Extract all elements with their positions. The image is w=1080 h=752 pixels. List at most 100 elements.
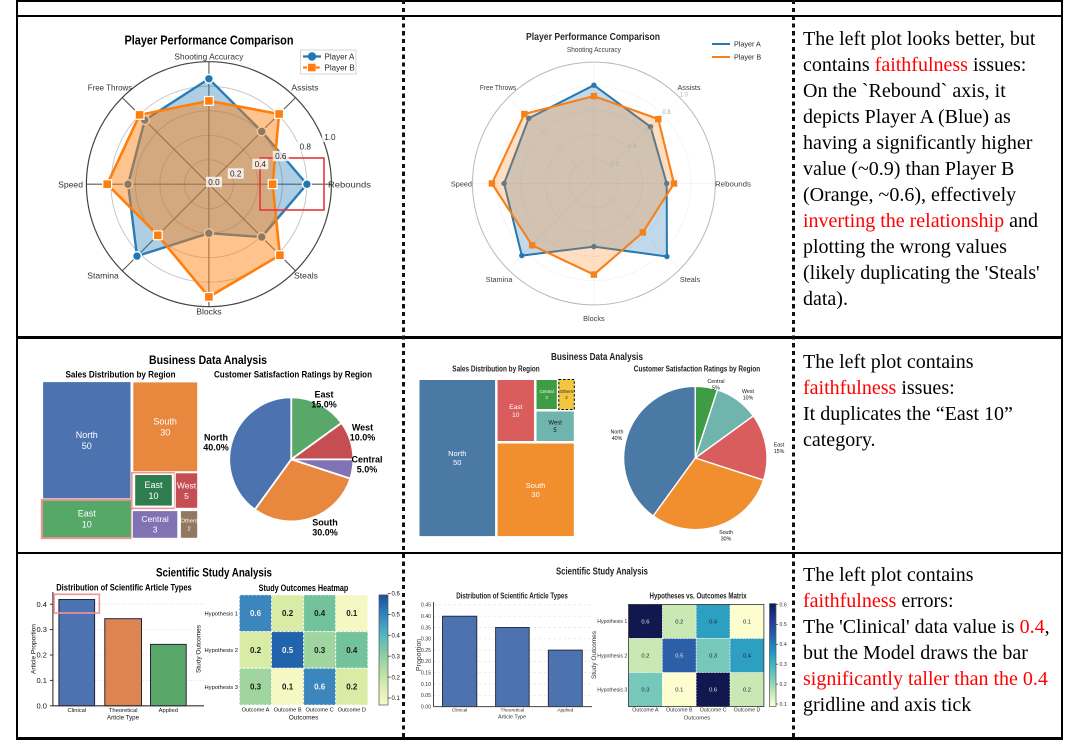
svg-text:0.10: 0.10 (421, 682, 431, 688)
svg-text:0.00: 0.00 (421, 704, 431, 710)
svg-text:5: 5 (184, 491, 189, 501)
svg-text:East: East (78, 509, 97, 519)
svg-text:0.1: 0.1 (743, 619, 751, 625)
svg-text:0.2: 0.2 (282, 609, 294, 618)
svg-text:0.1: 0.1 (282, 683, 294, 692)
svg-text:Player B: Player B (734, 53, 761, 62)
svg-text:Steals: Steals (294, 271, 318, 281)
svg-text:Speed: Speed (58, 179, 83, 189)
svg-text:Blocks: Blocks (196, 307, 221, 317)
svg-text:Scientific Study Analysis: Scientific Study Analysis (556, 567, 648, 578)
svg-text:Outcome C: Outcome C (700, 708, 727, 714)
svg-text:Outcomes: Outcomes (684, 716, 711, 722)
svg-text:0.4: 0.4 (255, 160, 267, 169)
svg-text:1.0: 1.0 (324, 133, 336, 142)
svg-text:Article Proportion: Article Proportion (31, 624, 38, 674)
svg-text:South: South (526, 481, 546, 490)
svg-text:Player A: Player A (325, 53, 355, 62)
svg-text:0.1: 0.1 (675, 688, 683, 694)
svg-text:0.1: 0.1 (392, 696, 401, 702)
svg-text:0.2: 0.2 (36, 651, 46, 660)
svg-text:0.2: 0.2 (250, 646, 262, 655)
svg-text:Stamina: Stamina (87, 271, 119, 281)
svg-text:0.8: 0.8 (300, 143, 312, 152)
svg-text:0.6: 0.6 (392, 592, 401, 598)
svg-text:0.4: 0.4 (36, 600, 46, 609)
svg-text:Article Type: Article Type (498, 715, 526, 721)
svg-text:Central: Central (351, 455, 382, 465)
svg-text:Blocks: Blocks (583, 314, 605, 323)
svg-text:Hypothesis 1: Hypothesis 1 (597, 619, 627, 625)
svg-text:Business Data Analysis: Business Data Analysis (551, 352, 643, 363)
svg-text:0.1: 0.1 (346, 609, 358, 618)
svg-text:Outcome B: Outcome B (274, 708, 302, 714)
svg-text:3: 3 (153, 525, 158, 535)
svg-text:0.5: 0.5 (675, 654, 683, 660)
svg-text:0.2: 0.2 (230, 170, 242, 179)
svg-text:Hypothesis 2: Hypothesis 2 (204, 648, 238, 654)
svg-text:Player Performance Comparison: Player Performance Comparison (125, 34, 294, 48)
svg-text:Central: Central (707, 379, 724, 385)
svg-text:0.3: 0.3 (314, 646, 326, 655)
svg-text:Sales Distribution by Region: Sales Distribution by Region (66, 370, 176, 380)
svg-text:Theoretical: Theoretical (501, 708, 525, 714)
svg-text:15.0%: 15.0% (311, 399, 337, 409)
svg-text:Shooting Accuracy: Shooting Accuracy (174, 52, 244, 62)
svg-text:0.4: 0.4 (780, 642, 787, 648)
svg-text:Customer Satisfaction Ratings: Customer Satisfaction Ratings by Region (214, 370, 372, 380)
svg-text:40.0%: 40.0% (203, 442, 229, 452)
svg-text:Others: Others (560, 389, 574, 394)
svg-text:Article Type: Article Type (107, 715, 139, 722)
svg-text:West: West (548, 421, 562, 427)
svg-text:30.0%: 30.0% (312, 527, 338, 537)
svg-text:Scientific Study Analysis: Scientific Study Analysis (156, 568, 272, 580)
svg-text:Hypotheses vs. Outcomes Matrix: Hypotheses vs. Outcomes Matrix (650, 592, 747, 601)
svg-text:Hypothesis 3: Hypothesis 3 (204, 685, 238, 691)
svg-text:0.0: 0.0 (208, 178, 220, 187)
svg-text:Clinical: Clinical (452, 708, 467, 714)
svg-text:50: 50 (453, 458, 461, 467)
svg-text:Outcome C: Outcome C (305, 708, 333, 714)
svg-text:0.4: 0.4 (392, 634, 401, 640)
svg-text:0.6: 0.6 (780, 602, 787, 608)
svg-text:0.35: 0.35 (421, 625, 431, 631)
svg-text:North: North (204, 433, 228, 443)
svg-text:Assists: Assists (677, 83, 700, 92)
svg-text:East: East (509, 404, 522, 411)
svg-text:Clinical: Clinical (67, 708, 86, 714)
svg-text:West: West (352, 423, 373, 433)
svg-text:Distribution of Scientific Art: Distribution of Scientific Article Types (456, 592, 568, 601)
svg-text:0.1: 0.1 (780, 702, 787, 708)
svg-text:East: East (144, 480, 163, 490)
svg-text:Hypothesis 3: Hypothesis 3 (597, 687, 627, 693)
svg-text:40%: 40% (612, 436, 623, 442)
svg-text:0.3: 0.3 (250, 683, 262, 692)
svg-text:Steals: Steals (680, 275, 701, 284)
svg-text:0.2: 0.2 (392, 675, 401, 681)
svg-text:Assists: Assists (291, 82, 318, 92)
svg-text:0.2: 0.2 (346, 683, 358, 692)
svg-text:Central: Central (540, 389, 554, 394)
svg-text:Rebounds: Rebounds (328, 179, 371, 189)
svg-text:South: South (719, 530, 733, 536)
svg-text:Central: Central (141, 514, 169, 524)
svg-text:0.5: 0.5 (392, 613, 401, 619)
svg-text:0.4: 0.4 (628, 144, 637, 150)
svg-text:50: 50 (82, 441, 92, 451)
svg-text:30%: 30% (721, 537, 732, 543)
svg-text:0.2: 0.2 (611, 161, 620, 167)
svg-text:Outcome A: Outcome A (242, 708, 270, 714)
svg-text:0.2: 0.2 (641, 654, 649, 660)
svg-text:0.6: 0.6 (275, 152, 287, 161)
svg-text:10: 10 (82, 520, 92, 530)
svg-text:0.5: 0.5 (780, 622, 787, 628)
svg-text:0.2: 0.2 (675, 619, 683, 625)
svg-text:Player B: Player B (325, 64, 355, 73)
svg-text:5%: 5% (712, 386, 720, 392)
svg-text:0.5: 0.5 (282, 646, 294, 655)
svg-text:Applied: Applied (557, 708, 573, 714)
svg-text:10%: 10% (743, 396, 754, 402)
svg-text:Others: Others (180, 519, 197, 525)
svg-text:0.0: 0.0 (36, 701, 46, 710)
svg-text:Proportion: Proportion (416, 639, 423, 671)
